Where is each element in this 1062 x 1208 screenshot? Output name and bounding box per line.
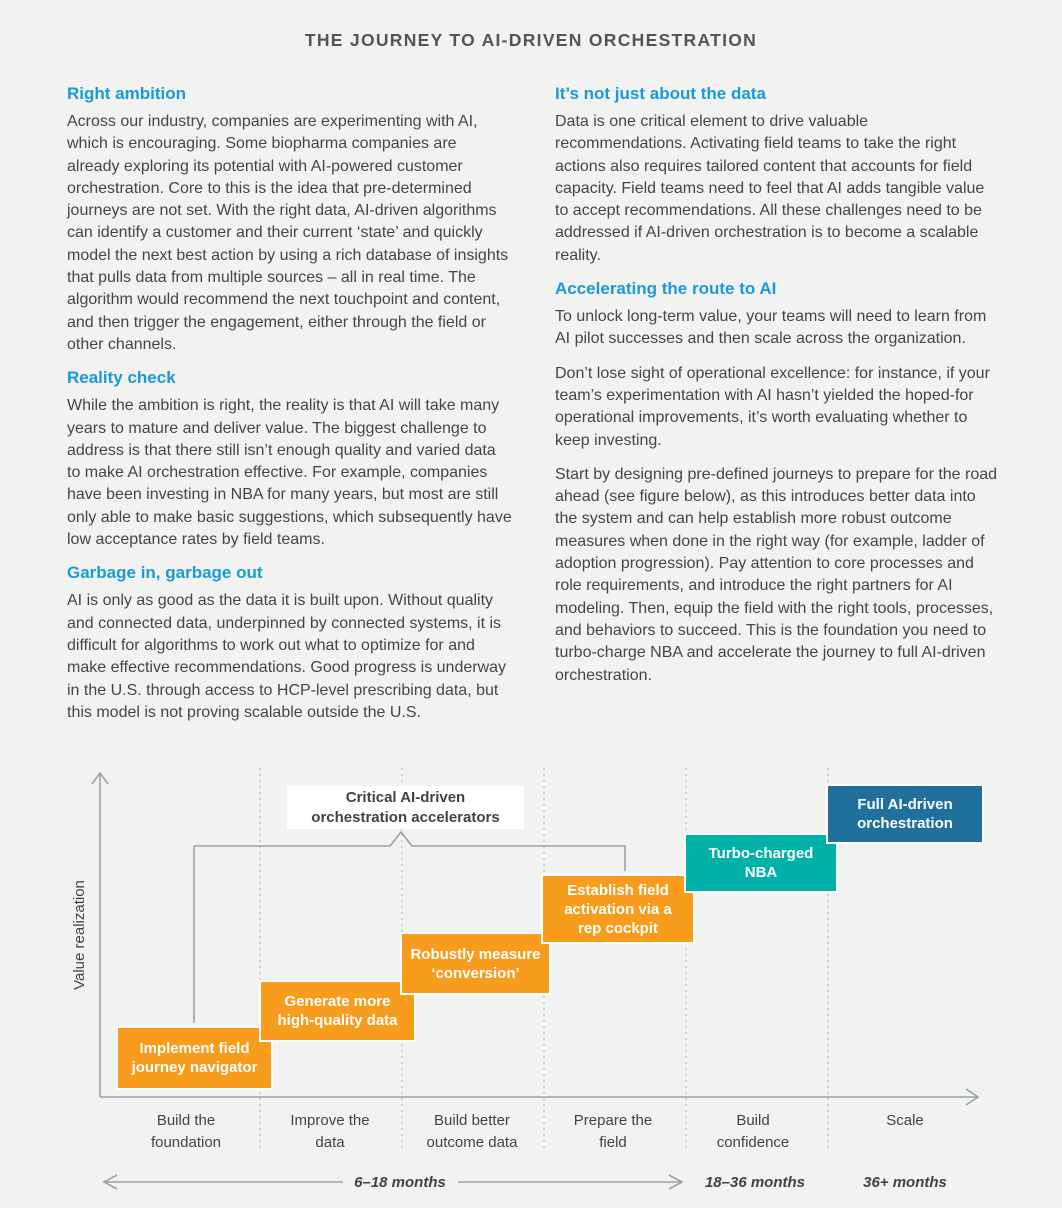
section-heading-garbage-in-out: Garbage in, garbage out <box>67 563 263 583</box>
stage-box-implement-field-journey-navigator: Implement field journey navigator <box>116 1026 273 1090</box>
accelerators-bracket <box>193 831 626 1023</box>
section-heading-right-ambition: Right ambition <box>67 84 186 103</box>
page-title: THE JOURNEY TO AI-DRIVEN ORCHESTRATION <box>304 30 758 50</box>
y-axis-arrow-icon <box>91 771 109 785</box>
phase-label-prepare-field: Prepare the field <box>573 1112 653 1151</box>
section-paragraph: While the ambition is right, the reality… <box>67 397 512 549</box>
phase-label-build-better-outcome-data: Build better outcome data <box>426 1112 518 1151</box>
timeline-arrow-left-icon <box>102 1174 118 1190</box>
section-paragraph: Across our industry, companies are exper… <box>67 113 509 353</box>
stage-box-full-ai-driven-orchestration: Full AI-driven orchestration <box>826 784 984 844</box>
accelerators-callout-label: Critical AI-driven orchestration acceler… <box>311 788 500 826</box>
y-axis-label: Value realization <box>71 880 88 990</box>
stage-box-robustly-measure-conversion: Robustly measure ‘conversion’ <box>400 932 551 995</box>
timeline-label-6-18: 6–18 months <box>354 1174 446 1191</box>
timeline-label-18-36: 18–36 months <box>705 1174 805 1191</box>
x-axis-arrow-icon <box>965 1088 980 1106</box>
section-paragraph: Start by designing pre-defined journeys … <box>555 465 998 684</box>
stage-label: Turbo-charged NBA <box>708 845 814 881</box>
phase-label-scale: Scale <box>886 1112 924 1129</box>
accelerators-callout: Critical AI-driven orchestration acceler… <box>287 786 524 829</box>
stage-label: Robustly measure ‘conversion’ <box>410 945 541 982</box>
article-column-left: Right ambition Across our industry, comp… <box>67 84 513 736</box>
article-columns: Right ambition Across our industry, comp… <box>67 84 1001 736</box>
phase-label-build-foundation: Build the foundation <box>150 1112 222 1151</box>
section-heading-not-just-data: It’s not just about the data <box>555 84 766 103</box>
section-paragraph: AI is only as good as the data it is bui… <box>67 592 507 721</box>
stage-label: Full AI-driven orchestration <box>857 796 953 832</box>
figure-lines: 6–18 months 18–36 months 36+ months <box>91 768 980 1191</box>
section-paragraph: To unlock long-term value, your teams wi… <box>555 308 987 348</box>
stage-label: Generate more high-quality data <box>277 993 398 1029</box>
axes <box>91 771 980 1106</box>
stage-box-turbo-charged-nba: Turbo-charged NBA <box>684 833 838 893</box>
stage-label: Implement field journey navigator <box>131 1040 258 1076</box>
article-column-right: It’s not just about the data Data is one… <box>555 84 1001 736</box>
phase-label-build-confidence: Build confidence <box>716 1112 790 1151</box>
timeline-arrow <box>102 1174 684 1190</box>
roadmap-figure: 6–18 months 18–36 months 36+ months Valu… <box>0 758 1062 1208</box>
timeline-label-36plus: 36+ months <box>863 1174 947 1191</box>
section-paragraph: Data is one critical element to drive va… <box>555 113 985 264</box>
section-paragraph: Don’t lose sight of operational excellen… <box>555 364 990 449</box>
timeline: 6–18 months 18–36 months 36+ months <box>102 1174 947 1191</box>
section-heading-accelerating-route: Accelerating the route to AI <box>555 279 777 299</box>
timeline-arrow-right-icon <box>668 1174 684 1190</box>
phase-label-improve-data: Improve the data <box>290 1112 370 1151</box>
stage-box-generate-high-quality-data: Generate more high-quality data <box>259 980 416 1042</box>
stage-box-establish-field-activation: Establish field activation via a rep coc… <box>541 874 695 944</box>
section-heading-reality-check: Reality check <box>67 368 176 388</box>
stage-label: Establish field activation via a rep coc… <box>564 881 672 937</box>
